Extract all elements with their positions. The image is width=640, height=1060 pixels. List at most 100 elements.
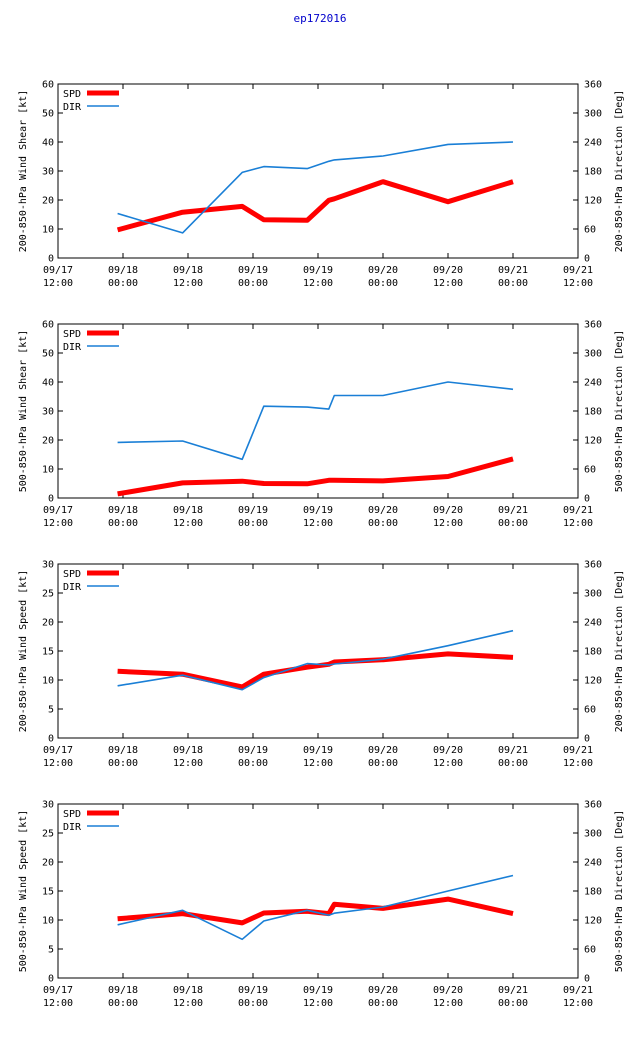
y2-tick-label: 240 <box>584 618 602 629</box>
x-tick-time-label: 12:00 <box>433 758 463 769</box>
x-tick-time-label: 00:00 <box>238 758 268 769</box>
x-tick-date-label: 09/21 <box>498 265 528 276</box>
y-tick-label: 60 <box>42 320 54 331</box>
x-tick-date-label: 09/21 <box>498 505 528 516</box>
x-tick-time-label: 12:00 <box>173 998 203 1009</box>
plot-frame <box>57 83 579 259</box>
y2-tick-label: 60 <box>584 225 596 236</box>
series-spd-line <box>116 179 514 233</box>
y-tick-label: 5 <box>48 705 54 716</box>
legend-dir-label: DIR <box>63 102 82 113</box>
y-tick-label: 20 <box>42 436 54 447</box>
x-tick-time-label: 00:00 <box>108 998 138 1009</box>
plot-frame <box>57 803 579 979</box>
x-tick-date-label: 09/20 <box>433 505 463 516</box>
x-tick-date-label: 09/20 <box>368 745 398 756</box>
y-tick-label: 10 <box>42 676 54 687</box>
x-tick-time-label: 12:00 <box>303 518 333 529</box>
y2-tick-label: 300 <box>584 589 602 600</box>
y-tick-label: 25 <box>42 589 54 600</box>
x-tick-date-label: 09/20 <box>368 265 398 276</box>
y-tick-label: 50 <box>42 349 54 360</box>
series-dir-line <box>117 874 514 941</box>
y2-tick-label: 180 <box>584 407 602 418</box>
x-tick-date-label: 09/18 <box>108 745 138 756</box>
y-tick-label: 0 <box>48 494 54 505</box>
y-tick-label: 50 <box>42 109 54 120</box>
y2-tick-label: 0 <box>584 494 590 505</box>
y-tick-label: 15 <box>42 647 54 658</box>
x-tick-date-label: 09/17 <box>43 265 73 276</box>
x-tick-date-label: 09/18 <box>173 745 203 756</box>
x-tick-time-label: 00:00 <box>498 758 528 769</box>
y2-axis-label: 500-850-hPa Direction [Deg] <box>614 810 625 973</box>
y2-axis-label: 200-850-hPa Direction [Deg] <box>614 90 625 253</box>
legend-spd-label: SPD <box>63 569 81 580</box>
x-tick-time-label: 00:00 <box>498 998 528 1009</box>
x-tick-date-label: 09/18 <box>173 505 203 516</box>
series-spd-line <box>117 456 514 497</box>
x-tick-time-label: 12:00 <box>173 758 203 769</box>
y2-tick-label: 180 <box>584 647 602 658</box>
legend-spd-label: SPD <box>63 809 81 820</box>
y-tick-label: 0 <box>48 974 54 985</box>
legend-spd-label: SPD <box>63 329 81 340</box>
x-tick-date-label: 09/19 <box>303 985 333 996</box>
y-tick-label: 5 <box>48 945 54 956</box>
y-tick-label: 30 <box>42 407 54 418</box>
x-tick-time-label: 12:00 <box>433 278 463 289</box>
plot-frame <box>57 563 579 739</box>
x-tick-date-label: 09/20 <box>368 505 398 516</box>
chart-panel-3: 05101520253006012018024030036009/1712:00… <box>18 560 625 770</box>
y-axis-label: 500-850-hPa Wind Shear [kt] <box>18 330 29 493</box>
y2-tick-label: 0 <box>584 254 590 265</box>
x-tick-time-label: 00:00 <box>498 278 528 289</box>
y2-tick-label: 360 <box>584 320 602 331</box>
y2-axis-label: 200-850-hPa Direction [Deg] <box>614 570 625 733</box>
x-tick-time-label: 12:00 <box>563 758 593 769</box>
x-tick-date-label: 09/20 <box>433 985 463 996</box>
x-tick-time-label: 00:00 <box>238 278 268 289</box>
x-tick-time-label: 00:00 <box>238 998 268 1009</box>
x-tick-date-label: 09/19 <box>238 505 268 516</box>
x-tick-time-label: 12:00 <box>43 518 73 529</box>
y-tick-label: 15 <box>42 887 54 898</box>
y2-tick-label: 0 <box>584 734 590 745</box>
y-axis-label: 500-850-hPa Wind Speed [kt] <box>18 810 29 973</box>
chart-title: ep172016 <box>293 12 347 25</box>
y2-tick-label: 360 <box>584 80 602 91</box>
y-tick-label: 40 <box>42 138 54 149</box>
x-tick-date-label: 09/18 <box>173 985 203 996</box>
y2-tick-label: 0 <box>584 974 590 985</box>
x-tick-time-label: 00:00 <box>238 518 268 529</box>
y2-tick-label: 300 <box>584 109 602 120</box>
x-tick-time-label: 12:00 <box>43 998 73 1009</box>
y2-axis-label: 500-850-hPa Direction [Deg] <box>614 330 625 493</box>
x-tick-date-label: 09/20 <box>433 745 463 756</box>
y-tick-label: 10 <box>42 465 54 476</box>
x-tick-date-label: 09/19 <box>303 505 333 516</box>
y2-tick-label: 360 <box>584 800 602 811</box>
legend-dir-label: DIR <box>63 582 82 593</box>
x-tick-date-label: 09/19 <box>238 265 268 276</box>
y-tick-label: 20 <box>42 858 54 869</box>
legend-dir-label: DIR <box>63 342 82 353</box>
y2-tick-label: 180 <box>584 887 602 898</box>
x-tick-date-label: 09/19 <box>238 985 268 996</box>
x-tick-date-label: 09/20 <box>368 985 398 996</box>
x-tick-time-label: 12:00 <box>433 998 463 1009</box>
x-tick-time-label: 12:00 <box>173 518 203 529</box>
legend-spd-label: SPD <box>63 89 81 100</box>
x-tick-time-label: 12:00 <box>43 758 73 769</box>
y-axis-label: 200-850-hPa Wind Shear [kt] <box>18 90 29 253</box>
x-tick-time-label: 12:00 <box>43 278 73 289</box>
series-spd-line <box>117 651 514 690</box>
y2-tick-label: 60 <box>584 465 596 476</box>
y-tick-label: 40 <box>42 378 54 389</box>
y2-tick-label: 240 <box>584 138 602 149</box>
y2-tick-label: 240 <box>584 378 602 389</box>
y-axis-label: 200-850-hPa Wind Speed [kt] <box>18 570 29 733</box>
y-tick-label: 10 <box>42 225 54 236</box>
x-tick-time-label: 00:00 <box>498 518 528 529</box>
x-tick-date-label: 09/21 <box>563 745 593 756</box>
